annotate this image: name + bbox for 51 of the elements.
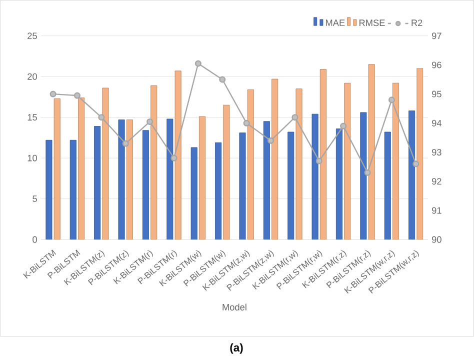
y-tick-label: 5 [32,196,37,202]
point [364,169,371,176]
point [388,96,395,104]
point [194,60,202,67]
point [316,158,322,164]
bar [198,116,206,240]
point [50,90,56,98]
bar [78,98,85,240]
y2-tick-label: 92 [432,178,442,185]
point [98,114,105,121]
legend-label: R2 [412,20,422,26]
bar [223,104,230,240]
y-tick-label: 10 [28,154,37,162]
y2-tick-label: 93 [432,148,442,156]
point [243,120,250,126]
bar [368,64,375,240]
point [170,154,178,162]
bar [392,82,400,240]
bar [296,88,302,240]
y-tick-label: 25 [28,32,37,40]
x-axis-title: Model [222,304,246,310]
point [412,160,420,168]
bar [344,82,351,240]
bar [102,88,109,240]
point [74,92,80,99]
bar [272,78,278,240]
y2-tick-label: 91 [432,207,442,214]
legend-label: RMSE [359,20,385,26]
legend-label: MAE [326,20,345,26]
point [292,114,298,121]
y-tick-label: 15 [28,114,37,120]
y2-tick-label: 90 [432,236,442,243]
y2-tick-label: 96 [432,62,442,68]
point [267,137,274,144]
bar [320,68,326,240]
y2-tick-label: 95 [432,90,442,98]
y-tick-label: 0 [32,236,37,243]
point [340,122,347,130]
point [146,118,154,125]
bar [150,85,158,240]
bar [126,120,133,240]
y2-tick-label: 97 [432,32,442,40]
point [219,76,226,83]
y2-tick-label: 94 [432,120,442,126]
bar [416,68,424,240]
bar [174,70,182,240]
bar [54,98,60,240]
y-tick-label: 20 [28,73,37,80]
bar [247,89,254,240]
point [122,140,129,147]
text: (a) [230,343,243,354]
